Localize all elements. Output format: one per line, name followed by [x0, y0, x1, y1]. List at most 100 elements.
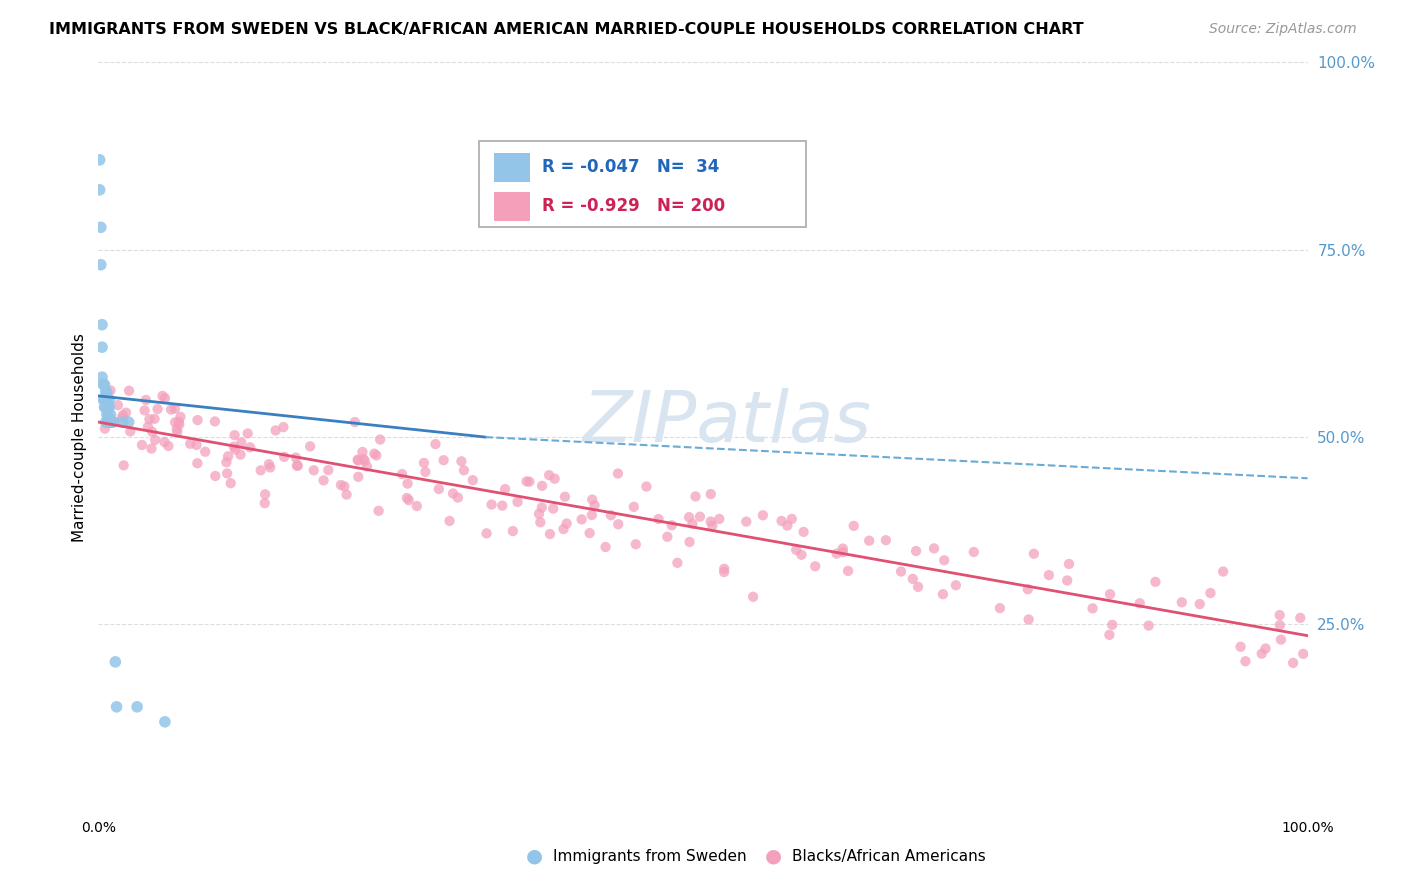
Point	[194, 444, 217, 458]
Point	[239, 441, 262, 455]
Point	[157, 439, 180, 453]
Point	[146, 402, 169, 417]
Point	[661, 518, 683, 533]
Point	[439, 514, 461, 528]
Point	[94, 392, 117, 407]
Point	[135, 392, 157, 407]
Point	[111, 415, 134, 429]
Point	[685, 490, 707, 504]
Point	[606, 467, 628, 481]
Point	[165, 415, 187, 429]
Point	[93, 392, 115, 407]
Point	[555, 516, 578, 531]
Point	[98, 415, 121, 429]
Point	[735, 515, 758, 529]
Point	[93, 400, 115, 414]
Text: R = -0.047   N=  34: R = -0.047 N= 34	[543, 159, 720, 177]
Point	[89, 153, 111, 167]
Point	[352, 445, 374, 459]
Point	[595, 540, 617, 554]
Point	[167, 417, 190, 432]
Point	[367, 504, 389, 518]
Point	[167, 415, 190, 429]
Point	[111, 411, 134, 425]
Point	[179, 436, 201, 450]
Point	[842, 519, 865, 533]
Point	[134, 403, 156, 417]
Point	[97, 415, 120, 429]
Point	[217, 467, 239, 481]
Point	[1234, 654, 1257, 668]
Point	[858, 533, 880, 548]
Point	[264, 424, 287, 438]
Point	[141, 425, 163, 439]
Point	[103, 415, 125, 429]
Point	[224, 428, 246, 442]
Text: Source: ZipAtlas.com: Source: ZipAtlas.com	[1209, 22, 1357, 37]
Bar	[494, 192, 530, 220]
Point	[131, 438, 153, 452]
Point	[804, 559, 827, 574]
Point	[494, 482, 516, 496]
Point	[312, 474, 335, 488]
Point	[1188, 597, 1211, 611]
Point	[709, 512, 731, 526]
Point	[96, 392, 118, 407]
Point	[204, 469, 226, 483]
Point	[581, 492, 603, 507]
Point	[141, 442, 163, 456]
Point	[415, 465, 437, 479]
Point	[222, 440, 245, 454]
Point	[91, 392, 114, 407]
Point	[219, 476, 242, 491]
Point	[169, 409, 191, 424]
Point	[1254, 641, 1277, 656]
Point	[363, 447, 385, 461]
Point	[118, 384, 141, 398]
Point	[96, 407, 118, 421]
Point	[153, 714, 176, 729]
Point	[346, 452, 368, 467]
Point	[224, 442, 246, 457]
Point	[624, 537, 647, 551]
Point	[187, 413, 209, 427]
Point	[396, 476, 419, 491]
Point	[689, 509, 711, 524]
Point	[901, 572, 924, 586]
Point	[581, 508, 603, 522]
Point	[215, 455, 238, 469]
Point	[825, 547, 848, 561]
Point	[657, 530, 679, 544]
Point	[254, 487, 277, 501]
FancyBboxPatch shape	[479, 141, 806, 227]
Point	[699, 515, 721, 529]
Point	[752, 508, 775, 523]
Point	[922, 541, 945, 556]
Point	[905, 544, 928, 558]
Point	[1038, 568, 1060, 582]
Point	[742, 590, 765, 604]
Point	[481, 498, 503, 512]
Point	[336, 487, 359, 501]
Point	[395, 491, 418, 505]
Point	[963, 545, 986, 559]
Point	[1171, 595, 1194, 609]
Point	[96, 385, 118, 400]
Point	[1144, 574, 1167, 589]
Point	[713, 562, 735, 576]
Point	[97, 400, 120, 414]
Point	[166, 422, 188, 436]
Point	[104, 655, 127, 669]
Point	[249, 463, 271, 477]
Point	[678, 510, 700, 524]
Text: IMMIGRANTS FROM SWEDEN VS BLACK/AFRICAN AMERICAN MARRIED-COUPLE HOUSEHOLDS CORRE: IMMIGRANTS FROM SWEDEN VS BLACK/AFRICAN …	[49, 22, 1084, 37]
Point	[1270, 632, 1292, 647]
Point	[530, 500, 553, 515]
Point	[91, 318, 114, 332]
Point	[1017, 582, 1039, 597]
Point	[112, 458, 135, 473]
Point	[832, 545, 855, 559]
Point	[776, 518, 799, 533]
Point	[90, 258, 112, 272]
Point	[287, 458, 309, 473]
